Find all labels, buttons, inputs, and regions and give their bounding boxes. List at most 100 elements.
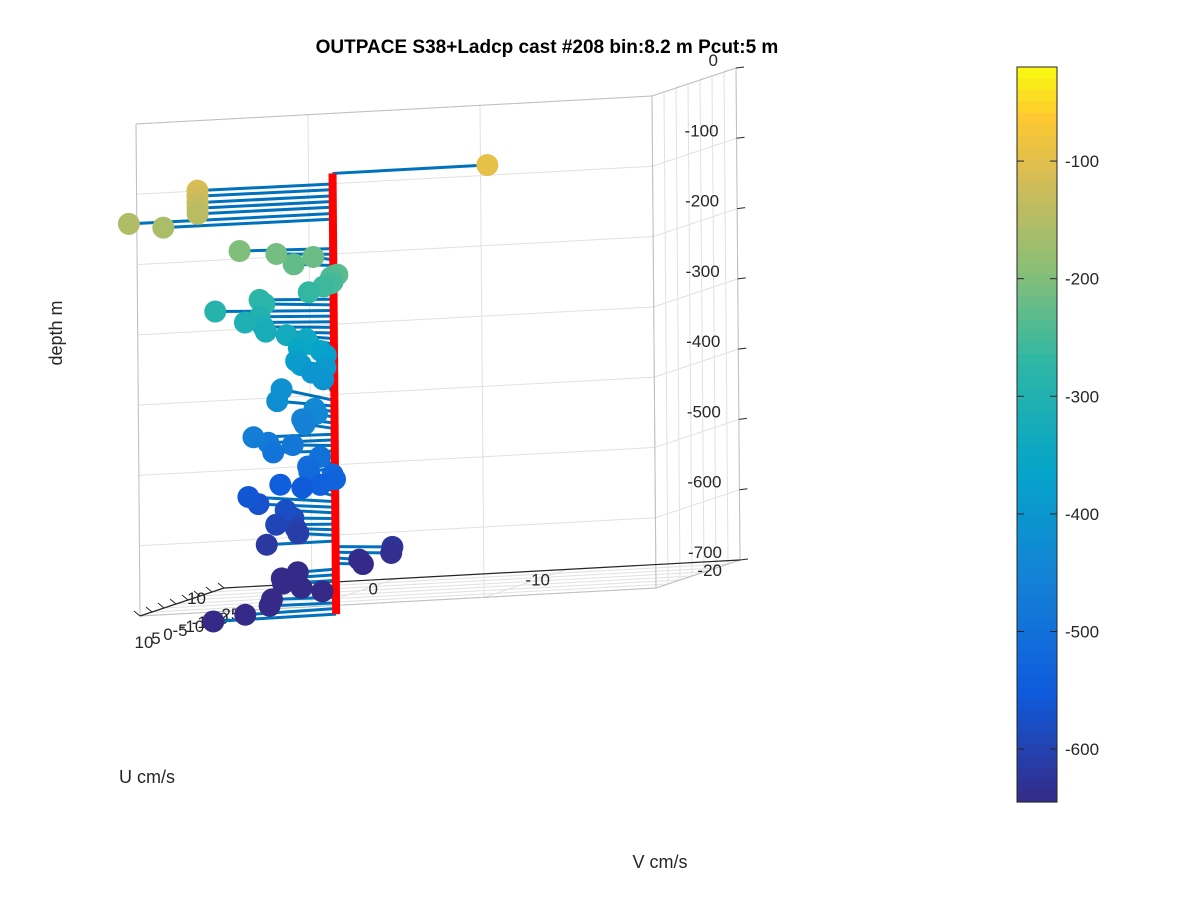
side-wall-gridline bbox=[139, 447, 655, 475]
current-point bbox=[271, 378, 293, 400]
z-tick-mark bbox=[739, 418, 747, 419]
v-tick-mark bbox=[218, 583, 224, 588]
current-point bbox=[234, 604, 256, 626]
current-point bbox=[237, 486, 259, 508]
colorbar-swatch bbox=[1017, 389, 1057, 401]
colorbar-swatch bbox=[1017, 113, 1057, 125]
current-point bbox=[187, 203, 209, 225]
current-point bbox=[311, 580, 333, 602]
colorbar-swatch bbox=[1017, 136, 1057, 148]
current-point bbox=[301, 362, 323, 384]
back-wall-gridline bbox=[724, 72, 728, 564]
v-tick-label: -5 bbox=[172, 621, 187, 640]
colorbar-swatch bbox=[1017, 664, 1057, 676]
profile-line bbox=[333, 173, 337, 614]
box-edge bbox=[652, 96, 656, 588]
current-point bbox=[152, 217, 174, 239]
current-stick bbox=[333, 165, 488, 173]
back-wall-gridline bbox=[712, 76, 716, 568]
v-tick-mark bbox=[134, 611, 140, 616]
current-point bbox=[380, 542, 402, 564]
colorbar-swatch bbox=[1017, 457, 1057, 469]
colorbar-tick-label: -400 bbox=[1065, 505, 1099, 524]
colorbar-swatch bbox=[1017, 549, 1057, 561]
colorbar-swatch bbox=[1017, 618, 1057, 630]
current-point bbox=[265, 243, 287, 265]
colorbar-swatch bbox=[1017, 756, 1057, 768]
colorbar-swatch bbox=[1017, 205, 1057, 217]
v-tick-mark bbox=[158, 603, 164, 608]
colorbar-swatch bbox=[1017, 515, 1057, 527]
back-wall-gridline bbox=[664, 92, 668, 584]
colorbar-swatch bbox=[1017, 699, 1057, 711]
current-point bbox=[352, 553, 374, 575]
v-tick-label: 0 bbox=[163, 625, 172, 644]
u-axis-label: U cm/s bbox=[119, 767, 175, 787]
colorbar-swatch bbox=[1017, 653, 1057, 665]
z-tick-label: -200 bbox=[685, 192, 719, 211]
z-tick-label: -600 bbox=[687, 473, 721, 492]
colorbar-swatch bbox=[1017, 492, 1057, 504]
box-edge bbox=[652, 68, 736, 96]
current-point bbox=[265, 514, 287, 536]
current-point bbox=[118, 213, 140, 235]
colorbar-swatch bbox=[1017, 538, 1057, 550]
z-axis-label: depth m bbox=[46, 300, 66, 365]
z-tick-label: -300 bbox=[686, 262, 720, 281]
current-point bbox=[302, 246, 324, 268]
colorbar-swatch bbox=[1017, 791, 1057, 803]
side-wall-gridline bbox=[138, 377, 654, 405]
z-tick-mark bbox=[739, 489, 747, 490]
colorbar-swatch bbox=[1017, 228, 1057, 240]
current-point bbox=[298, 281, 320, 303]
back-wall-gridline bbox=[655, 419, 739, 447]
colorbar-swatch bbox=[1017, 641, 1057, 653]
z-tick-mark bbox=[737, 137, 745, 138]
colorbar-swatch bbox=[1017, 147, 1057, 159]
colorbar-swatch bbox=[1017, 308, 1057, 320]
current-point bbox=[291, 477, 313, 499]
colorbar-swatch bbox=[1017, 584, 1057, 596]
back-wall-gridline bbox=[655, 490, 739, 518]
back-wall-gridline bbox=[654, 279, 738, 307]
back-wall-gridline bbox=[654, 349, 738, 377]
current-point bbox=[204, 301, 226, 323]
colorbar-swatch bbox=[1017, 239, 1057, 251]
current-point bbox=[294, 413, 316, 435]
v-tick-mark bbox=[146, 607, 152, 612]
box-edge bbox=[736, 68, 740, 560]
z-tick-label: -700 bbox=[688, 543, 722, 562]
colorbar-swatch bbox=[1017, 320, 1057, 332]
colorbar-swatch bbox=[1017, 561, 1057, 573]
current-point bbox=[476, 154, 498, 176]
colorbar-swatch bbox=[1017, 595, 1057, 607]
back-wall-gridline bbox=[676, 88, 680, 580]
back-wall-gridline bbox=[653, 138, 737, 166]
v-tick-mark bbox=[170, 599, 176, 604]
current-stick bbox=[215, 310, 333, 311]
colorbar-swatch bbox=[1017, 285, 1057, 297]
current-point bbox=[282, 434, 304, 456]
z-tick-label: 0 bbox=[709, 51, 718, 70]
colorbar-swatch bbox=[1017, 297, 1057, 309]
colorbar-swatch bbox=[1017, 745, 1057, 757]
colorbar-swatch bbox=[1017, 733, 1057, 745]
current-point bbox=[269, 474, 291, 496]
back-wall-gridline bbox=[688, 84, 692, 576]
colorbar-swatch bbox=[1017, 101, 1057, 113]
v-axis-label: V cm/s bbox=[632, 852, 687, 872]
box-edge bbox=[136, 96, 652, 124]
z-tick-mark bbox=[740, 559, 748, 560]
z-tick-label: -100 bbox=[685, 121, 719, 140]
colorbar-swatch bbox=[1017, 469, 1057, 481]
z-tick-label: -500 bbox=[687, 402, 721, 421]
depth-profile-line bbox=[333, 173, 337, 614]
colorbar-swatch bbox=[1017, 687, 1057, 699]
colorbar-swatch bbox=[1017, 710, 1057, 722]
current-point bbox=[287, 522, 309, 544]
z-tick-mark bbox=[738, 348, 746, 349]
side-wall-gridline bbox=[137, 237, 653, 265]
colorbar-swatch bbox=[1017, 124, 1057, 136]
axes-grid bbox=[136, 68, 740, 616]
